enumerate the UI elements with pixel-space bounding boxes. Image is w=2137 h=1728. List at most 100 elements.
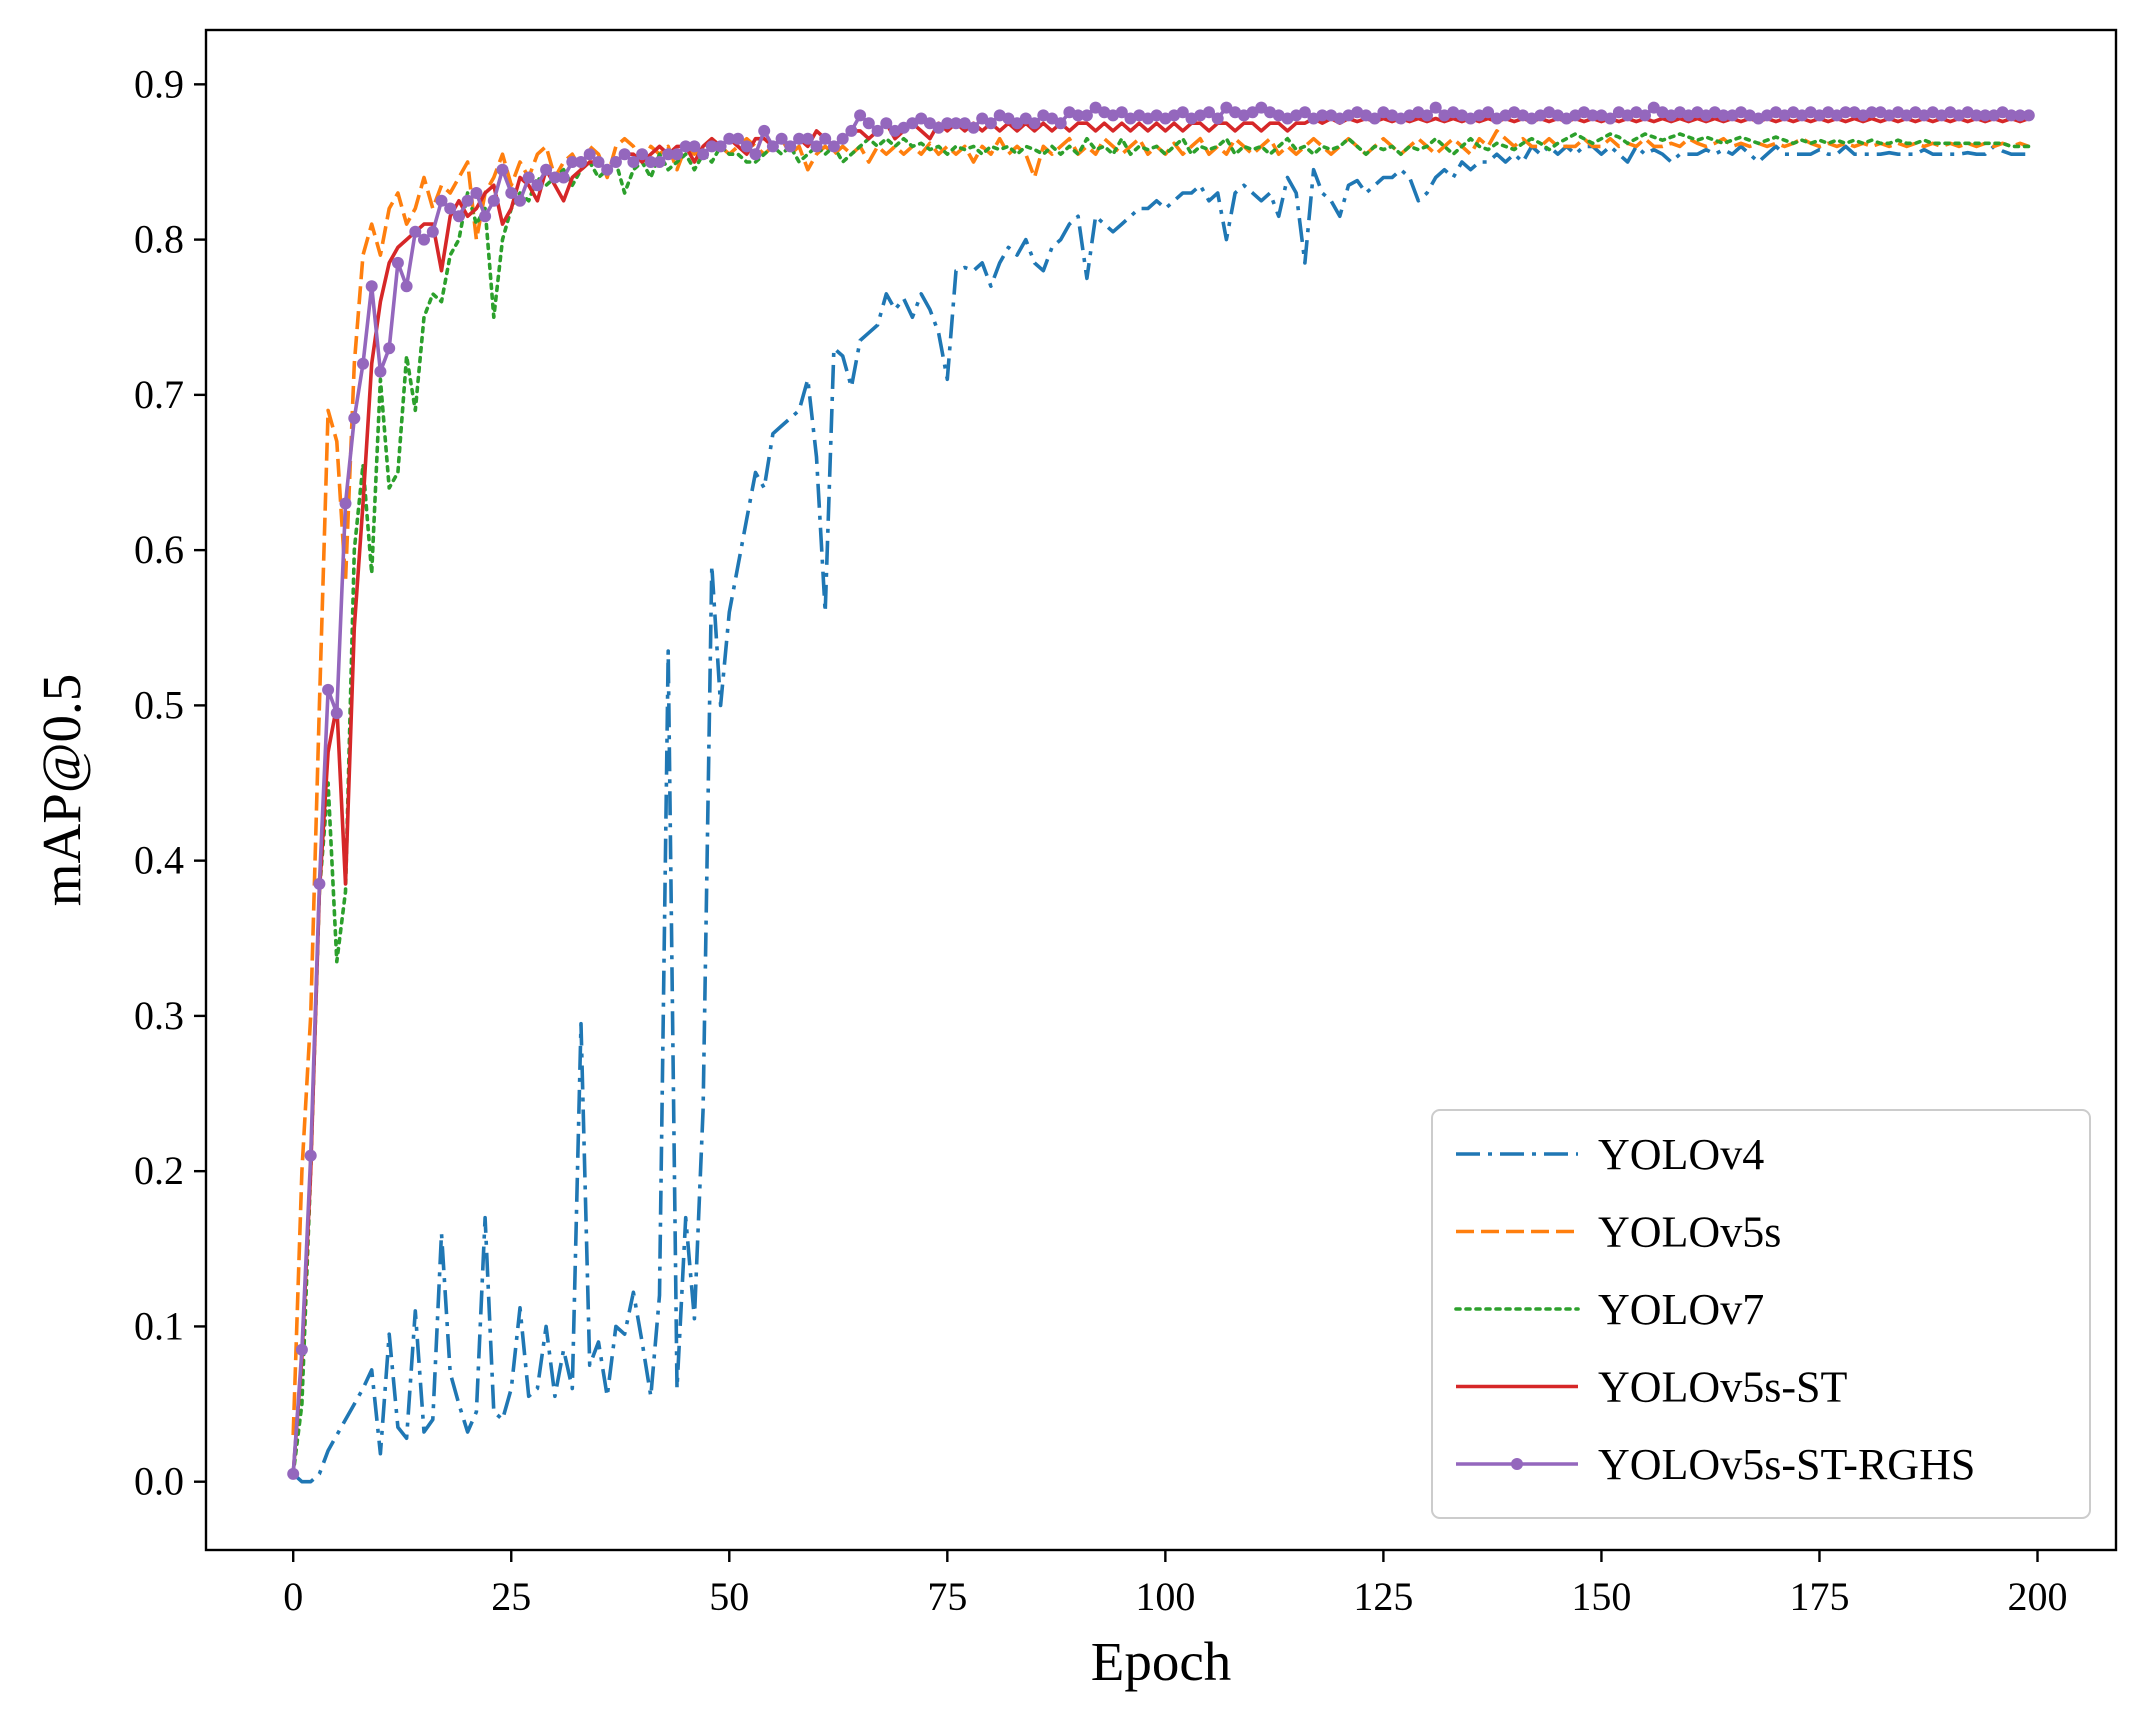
data-point — [461, 194, 474, 207]
data-point — [1028, 117, 1041, 130]
data-point — [295, 1343, 308, 1356]
data-point — [348, 412, 361, 425]
legend-item-yolov5s: YOLOv5s — [1456, 1208, 1781, 1257]
data-point — [906, 117, 919, 130]
data-point — [1429, 101, 1442, 114]
x-tick-label: 200 — [2008, 1574, 2068, 1619]
data-point — [487, 194, 500, 207]
data-point — [854, 109, 867, 122]
data-point — [339, 497, 352, 510]
data-point — [1839, 106, 1852, 119]
x-tick-label: 25 — [491, 1574, 531, 1619]
y-tick-label: 0.4 — [134, 838, 184, 883]
data-point — [784, 140, 797, 153]
data-point — [775, 132, 788, 145]
data-point — [644, 156, 657, 168]
axes-layer: 0 25 50 75 100 125 150 175 200 0.0 0.1 0.2 0.3 0.4 0.5… — [134, 61, 2068, 1619]
legend-label: YOLOv7 — [1598, 1285, 1764, 1334]
data-point — [548, 171, 561, 184]
x-tick-label: 100 — [1135, 1574, 1195, 1619]
data-point — [1639, 109, 1651, 122]
x-tick-label: 175 — [1789, 1574, 1849, 1619]
data-point — [758, 124, 771, 137]
data-point — [426, 225, 439, 238]
data-point — [819, 132, 832, 145]
legend-item-yolov4: YOLOv4 — [1456, 1130, 1764, 1179]
data-point — [1054, 117, 1067, 130]
legend-label: YOLOv5s-ST-RGHS — [1598, 1440, 1975, 1489]
data-point — [1586, 109, 1599, 122]
data-point — [479, 210, 492, 223]
data-point — [400, 280, 413, 293]
data-point — [514, 194, 526, 207]
data-point — [444, 202, 457, 215]
data-point — [1176, 106, 1189, 119]
data-point — [1316, 109, 1329, 122]
data-point — [1970, 109, 1983, 122]
data-point — [845, 124, 858, 137]
data-point — [1368, 112, 1381, 125]
data-point — [662, 148, 675, 161]
data-point — [566, 156, 579, 168]
data-point — [435, 194, 448, 207]
series-markers-yolov5s-st-rghs — [287, 101, 2035, 1480]
x-tick-label: 50 — [709, 1574, 749, 1619]
legend-item-yolov5s-st-rghs: YOLOv5s-ST-RGHS — [1456, 1440, 1975, 1489]
data-point — [1604, 112, 1617, 125]
legend-items: YOLOv4 YOLOv5s YOLOv7 YOLOv5s-ST YOLOv5s-ST-… — [1454, 1130, 1975, 1489]
data-point — [583, 148, 596, 161]
data-point — [941, 117, 954, 130]
data-point — [287, 1467, 300, 1480]
data-point — [1482, 106, 1495, 119]
legend-item-yolov5s-st: YOLOv5s-ST — [1456, 1363, 1847, 1412]
data-point — [1211, 112, 1224, 125]
data-point — [304, 1149, 317, 1162]
legend-label: YOLOv5s — [1598, 1208, 1781, 1257]
x-tick-label: 0 — [283, 1574, 303, 1619]
x-tick-label: 75 — [927, 1574, 967, 1619]
data-point — [418, 233, 430, 246]
y-tick-label: 0.2 — [134, 1148, 184, 1193]
series-line-yolov4 — [291, 144, 2029, 1484]
y-tick-label: 0.3 — [134, 993, 184, 1038]
data-point — [592, 156, 605, 168]
y-tick-label: 0.5 — [134, 682, 184, 727]
y-tick-label: 0.7 — [134, 372, 184, 417]
data-point — [1298, 106, 1311, 119]
data-point — [749, 148, 762, 161]
data-point — [827, 140, 840, 153]
data-point — [1421, 109, 1433, 122]
y-tick-label: 0.9 — [134, 61, 184, 106]
data-point — [671, 148, 683, 161]
y-tick-label: 0.6 — [134, 527, 184, 572]
data-point — [322, 683, 335, 696]
data-point — [740, 140, 753, 153]
data-point — [950, 117, 962, 130]
data-point — [313, 877, 326, 890]
data-point — [557, 171, 570, 184]
legend: YOLOv4 YOLOv5s YOLOv7 YOLOv5s-ST YOLOv5s-ST-… — [1431, 1109, 2091, 1519]
data-point — [409, 225, 422, 238]
data-point — [653, 156, 666, 168]
data-point — [836, 132, 849, 145]
data-point — [1203, 106, 1215, 119]
data-point — [575, 156, 587, 168]
data-point — [2014, 109, 2027, 122]
data-point — [357, 357, 369, 370]
data-point — [522, 171, 535, 184]
series-layer — [287, 101, 2035, 1484]
data-point — [714, 140, 727, 153]
data-point — [391, 256, 404, 269]
series-line-yolov5s-st — [291, 116, 2030, 1475]
x-axis-label: Epoch — [1091, 1631, 1232, 1692]
data-point — [705, 140, 718, 153]
data-point — [1979, 109, 1992, 122]
y-tick-label: 0.1 — [134, 1303, 184, 1348]
plot-frame — [204, 28, 2118, 1552]
data-point — [732, 132, 744, 145]
data-point — [618, 148, 631, 161]
data-point — [1717, 109, 1730, 122]
data-point — [452, 210, 465, 223]
data-point — [609, 156, 622, 168]
